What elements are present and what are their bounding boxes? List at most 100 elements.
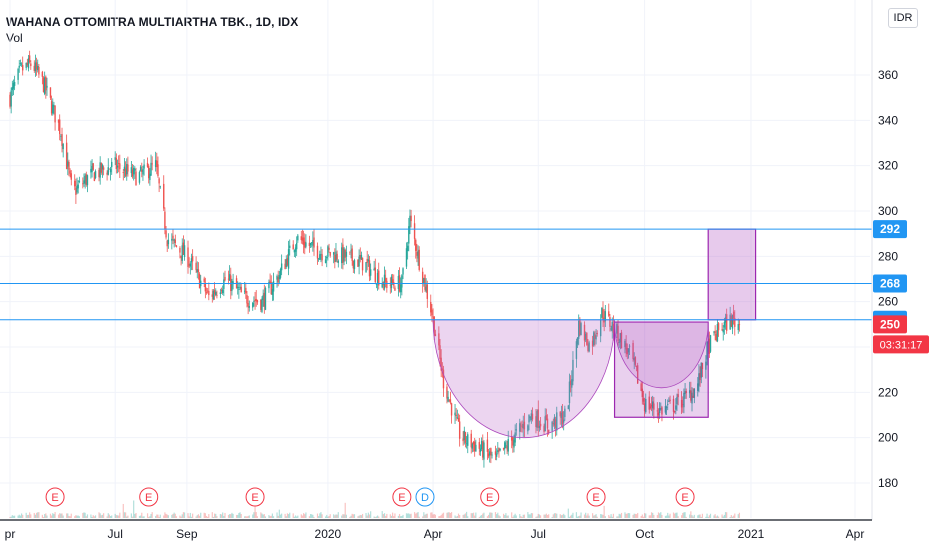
candle-body [332,252,335,255]
volume-bar [402,514,404,518]
volume-bar [245,516,247,518]
currency-badge[interactable]: IDR [888,8,918,28]
volume-bar [722,516,724,518]
volume-bar [624,512,626,518]
volume-bar [523,514,525,518]
candle-body [17,68,19,80]
event-marker-label: E [145,492,152,504]
volume-bar [381,511,383,518]
volume-bar [401,515,403,518]
volume-bar [172,513,174,518]
candle-body [722,329,724,333]
volume-bar [320,512,322,518]
volume-bar [336,514,338,518]
volume-bar [415,513,417,518]
volume-bar [163,515,165,518]
volume-bar [294,515,297,518]
candle-body [482,441,484,458]
volume-bar [522,514,524,518]
volume-bar [326,514,328,518]
candle-body [512,437,514,446]
candle-body [49,87,52,98]
volume-bar [626,513,628,518]
candle-body [305,242,307,247]
candle-body [480,440,483,450]
volume-bar [416,512,418,518]
volume-bar [382,514,384,518]
volume-bar [182,512,184,518]
volume-bar [351,513,353,518]
candle-body [272,281,275,292]
volume-bar [539,515,542,518]
candle-body [738,324,741,325]
candle-body [351,248,353,261]
volume-bar [44,514,46,518]
candle-body [278,275,281,280]
candle-body [376,272,379,284]
volume-bar [268,515,270,518]
volume-bar [303,513,305,518]
candle-body [378,270,380,286]
candle-body [433,316,435,336]
candle-body [99,162,101,178]
candle-body [246,295,248,304]
volume-bar [661,514,663,518]
volume-bar [341,515,343,518]
volume-bar [205,515,208,518]
candle-body [42,77,45,92]
volume-bar [114,513,116,518]
candle-body [688,390,691,394]
volume-bar [537,513,539,518]
volume-bar [198,515,201,518]
volume-bar [134,513,136,518]
volume-bar [689,514,691,518]
candle-body [182,242,185,255]
candle-body [151,163,153,165]
candle-body [538,425,541,429]
candle-body [45,76,47,91]
volume-bar [430,512,432,518]
volume-bar [455,516,457,518]
candle-body [117,163,120,164]
candle-body [122,172,124,173]
candle-body [450,403,453,416]
candle-body [660,408,662,410]
volume-bar [568,516,571,518]
volume-bar [158,516,160,518]
candle-body [708,338,711,354]
candle-body [173,239,175,241]
volume-bar [70,513,72,518]
volume-bar [423,512,425,518]
volume-bar [124,512,127,518]
volume-bar [543,514,545,518]
volume-bar [731,516,734,518]
volume-bar [512,516,514,518]
volume-bar [478,516,480,518]
volume-bar [12,515,15,518]
candle-body [349,251,351,253]
candle-body [124,168,127,177]
volume-bar [300,514,302,518]
candle-body [701,362,704,370]
candle-body [529,416,531,418]
volume-bar [551,516,553,518]
volume-bar [357,516,359,518]
candle-body [158,178,160,184]
volume-bar [92,515,94,518]
volume-bar [35,512,38,518]
volume-bar [49,513,52,518]
volume-bar [60,513,62,518]
candle-body [608,311,610,316]
candle-body [709,335,712,352]
candle-body [447,396,449,402]
candle-body [737,324,739,331]
candle-body [693,388,696,398]
volume-bar [131,516,134,518]
candle-body [593,332,595,345]
candle-body [280,263,283,271]
volume-bar [586,515,588,518]
volume-bar [553,513,556,518]
last-price-label-bg [873,315,907,334]
candle-body [489,451,491,456]
